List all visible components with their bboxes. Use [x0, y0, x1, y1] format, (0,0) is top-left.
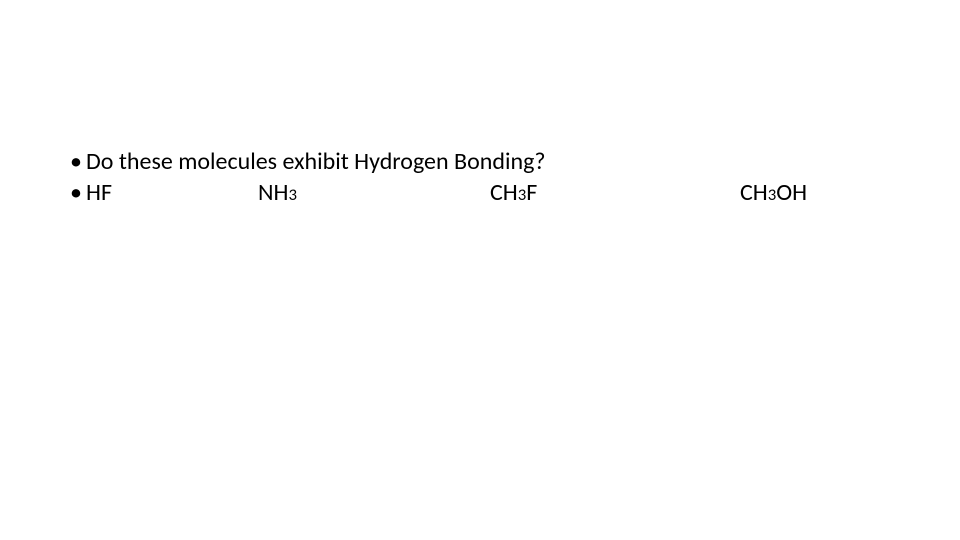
molecule-ch3f-suffix: F: [526, 178, 537, 207]
question-text: Do these molecules exhibit Hydrogen Bond…: [86, 146, 545, 177]
molecule-ch3oh-prefix: CH: [740, 178, 768, 207]
question-line: • Do these molecules exhibit Hydrogen Bo…: [70, 146, 545, 177]
molecule-ch3oh-suffix: OH: [776, 178, 807, 207]
molecule-nh3: NH3: [258, 178, 297, 207]
molecule-ch3f: CH3F: [490, 178, 537, 207]
molecule-ch3f-prefix: CH: [490, 178, 518, 207]
bullet-icon: •: [70, 146, 86, 177]
molecule-nh3-prefix: NH: [258, 178, 288, 207]
bullet-icon: •: [70, 178, 86, 207]
molecule-hf: HF: [86, 178, 112, 207]
molecule-hf-group: • HF: [70, 178, 112, 207]
molecule-ch3oh: CH3OH: [740, 178, 807, 207]
slide: • Do these molecules exhibit Hydrogen Bo…: [0, 0, 960, 540]
